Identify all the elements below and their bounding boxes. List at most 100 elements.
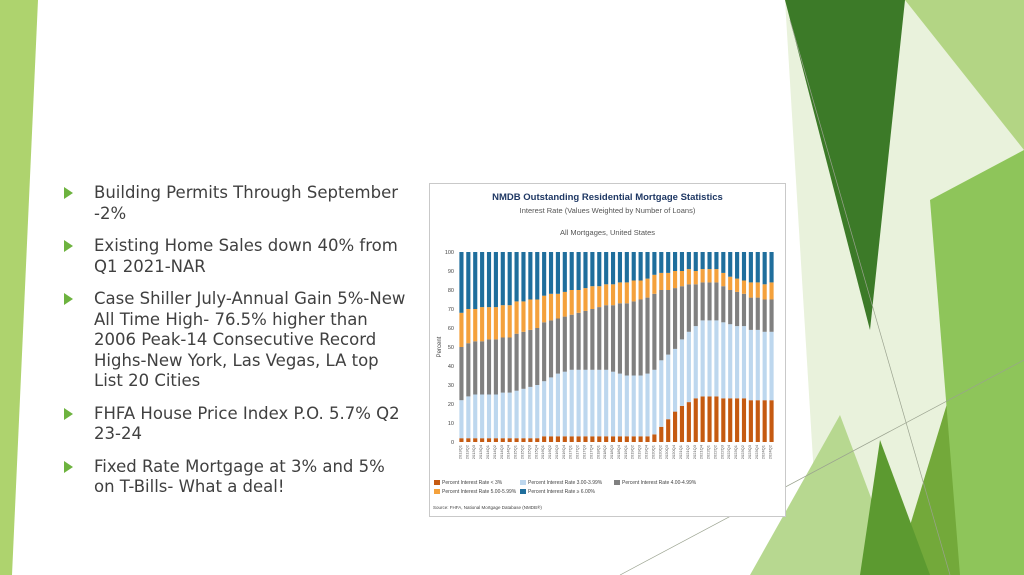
bar-segment-2 bbox=[583, 369, 588, 437]
bar-segment-2 bbox=[473, 394, 478, 439]
bar-segment-2 bbox=[610, 371, 616, 437]
legend-swatch bbox=[434, 489, 440, 495]
x-tick-label: 2021Q1 bbox=[678, 444, 683, 459]
bar-segment-3 bbox=[762, 299, 767, 332]
bar-segment-1 bbox=[562, 436, 567, 442]
bar-segment-5 bbox=[576, 252, 581, 290]
x-tick-label: 2017Q3 bbox=[581, 444, 586, 459]
bar-segment-1 bbox=[521, 438, 526, 442]
bullet-arrow-icon bbox=[64, 187, 73, 199]
bar-segment-3 bbox=[610, 305, 616, 372]
bar-segment-2 bbox=[679, 339, 685, 406]
bar-segment-5 bbox=[735, 252, 740, 279]
y-tick-label: 0 bbox=[451, 440, 454, 446]
bar-segment-1 bbox=[535, 438, 540, 442]
bullet-item: Existing Home Sales down 40% from Q1 202… bbox=[62, 236, 407, 277]
bullet-item: Case Shiller July-Annual Gain 5%-New All… bbox=[62, 289, 407, 392]
bar-segment-4 bbox=[638, 280, 643, 300]
bar-segment-4 bbox=[714, 269, 719, 283]
bullet-arrow-icon bbox=[64, 407, 73, 420]
x-tick-label: 2019Q1 bbox=[623, 444, 628, 459]
bar-segment-5 bbox=[755, 252, 760, 283]
bar-segment-2 bbox=[645, 373, 650, 437]
bar-segment-2 bbox=[604, 369, 609, 437]
bar-segment-3 bbox=[535, 328, 540, 385]
legend-item: Percent Interest Rate ≥ 6.00% bbox=[520, 489, 595, 495]
x-tick-label: 2014Q2 bbox=[492, 444, 497, 459]
bar-segment-3 bbox=[569, 314, 574, 370]
x-tick-label: 2017Q4 bbox=[588, 444, 593, 459]
bar-segment-2 bbox=[624, 375, 629, 437]
bar-segment-5 bbox=[493, 252, 498, 308]
bar-segment-3 bbox=[604, 305, 609, 370]
bar-segment-2 bbox=[748, 329, 753, 401]
bar-segment-2 bbox=[528, 386, 533, 439]
legend-swatch bbox=[434, 480, 440, 486]
x-tick-label: 2019Q4 bbox=[644, 444, 649, 459]
light-green-corner bbox=[905, 0, 1024, 150]
x-tick-label: 2020Q3 bbox=[664, 444, 669, 459]
x-tick-label: 2013Q2 bbox=[464, 444, 469, 459]
bar-segment-4 bbox=[631, 280, 636, 302]
bar-segment-5 bbox=[686, 252, 691, 270]
bar-segment-2 bbox=[569, 369, 574, 437]
bar-segment-5 bbox=[610, 252, 616, 285]
bar-segment-5 bbox=[617, 252, 623, 283]
legend-swatch bbox=[614, 480, 620, 486]
bar-segment-2 bbox=[755, 329, 760, 401]
x-tick-label: 2016Q3 bbox=[554, 444, 559, 459]
bar-segment-2 bbox=[521, 388, 526, 439]
x-tick-label: 2019Q3 bbox=[637, 444, 642, 459]
bar-segment-1 bbox=[638, 436, 643, 442]
chart-note: All Mortgages, United States bbox=[559, 228, 656, 237]
bullet-arrow-icon bbox=[64, 293, 73, 305]
bar-segment-4 bbox=[528, 299, 533, 330]
bar-segment-1 bbox=[583, 436, 588, 442]
bar-segment-2 bbox=[714, 320, 719, 397]
y-tick-label: 30 bbox=[448, 383, 454, 389]
bar-segment-5 bbox=[721, 252, 726, 273]
bullet-text: Case Shiller July-Annual Gain 5%-New All… bbox=[94, 289, 406, 390]
bar-segment-5 bbox=[590, 252, 595, 287]
bar-segment-2 bbox=[769, 331, 774, 401]
bar-segment-5 bbox=[624, 252, 629, 283]
bar-segment-3 bbox=[741, 293, 747, 327]
bar-segment-3 bbox=[617, 303, 623, 374]
bar-segment-4 bbox=[762, 284, 767, 300]
bar-segment-1 bbox=[659, 426, 664, 442]
bar-segment-5 bbox=[604, 252, 609, 285]
bar-segment-2 bbox=[735, 326, 740, 399]
bar-segment-3 bbox=[700, 282, 705, 321]
bar-segment-4 bbox=[652, 274, 657, 294]
legend-item: Percent Interest Rate 4.00-4.99% bbox=[614, 480, 696, 486]
dark-green-triangle bbox=[785, 0, 905, 330]
bar-segment-1 bbox=[741, 398, 747, 442]
bar-segment-5 bbox=[535, 252, 540, 300]
bullet-text: Existing Home Sales down 40% from Q1 202… bbox=[94, 236, 398, 276]
x-tick-label: 2014Q3 bbox=[499, 444, 504, 459]
accent-line-2 bbox=[619, 359, 1024, 575]
bar-segment-4 bbox=[769, 282, 774, 300]
bar-segment-4 bbox=[500, 305, 505, 338]
x-tick-label: 2014Q1 bbox=[485, 444, 490, 459]
bar-segment-2 bbox=[728, 324, 733, 399]
bar-segment-1 bbox=[507, 438, 512, 442]
bar-segment-1 bbox=[735, 398, 740, 442]
bar-segment-2 bbox=[686, 331, 691, 403]
bar-segment-4 bbox=[576, 290, 581, 313]
bar-segment-2 bbox=[555, 373, 560, 437]
bar-segment-3 bbox=[590, 309, 595, 370]
x-tick-label: 2023Q3 bbox=[747, 444, 752, 459]
bullet-item: Fixed Rate Mortgage at 3% and 5% on T-Bi… bbox=[62, 457, 407, 498]
bar-segment-2 bbox=[659, 360, 664, 427]
bar-segment-3 bbox=[459, 347, 464, 401]
bullet-text: FHFA House Price Index P.O. 5.7% Q2 23-2… bbox=[94, 403, 400, 444]
x-tick-label: 2015Q4 bbox=[533, 444, 538, 459]
bar-segment-2 bbox=[707, 320, 712, 397]
bullet-text: Fixed Rate Mortgage at 3% and 5% on T-Bi… bbox=[94, 456, 385, 497]
x-tick-label: 2018Q3 bbox=[609, 444, 614, 459]
bar-segment-1 bbox=[473, 438, 478, 442]
bar-segment-1 bbox=[548, 436, 554, 442]
bar-segment-3 bbox=[714, 282, 719, 321]
bar-segment-3 bbox=[528, 329, 533, 387]
